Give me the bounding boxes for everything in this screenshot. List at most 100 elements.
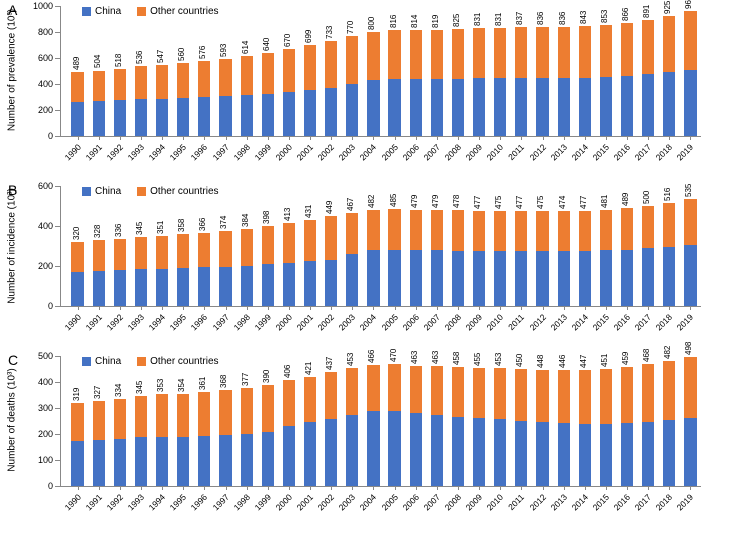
bar-total-label: 453 <box>347 353 355 366</box>
bar-group: 374 <box>219 231 231 306</box>
bar-total-label: 481 <box>601 194 609 207</box>
bar-group: 477 <box>473 211 485 306</box>
bar-segment-other <box>114 399 126 439</box>
bar-segment-other <box>621 23 633 76</box>
bar-segment-other <box>367 32 379 80</box>
bar-segment-china <box>241 434 253 486</box>
bar-group: 640 <box>262 53 274 136</box>
bar-total-label: 446 <box>559 355 567 368</box>
bar-segment-china <box>156 269 168 306</box>
bar-segment-china <box>367 411 379 486</box>
bar-group: 481 <box>600 210 612 306</box>
panel-B-ylabel: Number of incidence (10³) <box>7 188 18 304</box>
bar-group: 377 <box>241 388 253 486</box>
bar-segment-china <box>558 251 570 306</box>
bar-segment-other <box>515 211 527 251</box>
bar-segment-other <box>325 372 337 419</box>
bar-group: 814 <box>410 30 422 136</box>
bar-segment-china <box>473 418 485 486</box>
bar-total-label: 327 <box>94 386 102 399</box>
bar-group: 770 <box>346 36 358 136</box>
bar-segment-china <box>388 79 400 136</box>
bar-total-label: 354 <box>178 379 186 392</box>
bar-total-label: 437 <box>326 357 334 370</box>
bar-segment-other <box>219 231 231 266</box>
bar-segment-other <box>558 370 570 423</box>
bar-segment-china <box>579 424 591 486</box>
bar-segment-other <box>219 390 231 434</box>
bar-segment-china <box>135 437 147 486</box>
bar-group: 482 <box>663 361 675 486</box>
bar-segment-china <box>198 267 210 306</box>
bar-group: 384 <box>241 229 253 306</box>
bar-total-label: 398 <box>263 211 271 224</box>
bar-segment-other <box>684 199 696 245</box>
bar-total-label: 345 <box>136 381 144 394</box>
bar-segment-other <box>304 220 316 262</box>
bar-group: 866 <box>621 23 633 136</box>
bar-total-label: 816 <box>390 15 398 28</box>
bar-segment-china <box>494 419 506 486</box>
bar-group: 500 <box>642 206 654 306</box>
bar-group: 319 <box>71 403 83 486</box>
bar-total-label: 374 <box>220 216 228 229</box>
bar-total-label: 474 <box>559 196 567 209</box>
ytick-label: 200 <box>38 105 61 115</box>
bar-segment-other <box>304 45 316 90</box>
bar-segment-other <box>241 229 253 265</box>
bar-segment-china <box>663 420 675 486</box>
bar-segment-china <box>198 97 210 136</box>
bar-group: 446 <box>558 370 570 486</box>
bar-segment-china <box>663 72 675 136</box>
bar-total-label: 891 <box>643 5 651 18</box>
bar-segment-china <box>283 263 295 306</box>
ytick-label: 0 <box>48 131 61 141</box>
bar-segment-china <box>93 440 105 486</box>
panel-C: C China Other countries Number of deaths… <box>0 350 735 559</box>
bar-segment-china <box>388 250 400 306</box>
bar-total-label: 699 <box>305 30 313 43</box>
bar-segment-other <box>177 63 189 98</box>
bar-group: 535 <box>684 199 696 306</box>
ytick-label: 600 <box>38 53 61 63</box>
bar-segment-china <box>663 247 675 306</box>
bar-total-label: 576 <box>199 46 207 59</box>
bar-segment-china <box>388 411 400 486</box>
bar-segment-china <box>642 422 654 486</box>
bar-group: 463 <box>431 366 443 486</box>
bar-segment-other <box>241 56 253 95</box>
bar-group: 614 <box>241 56 253 136</box>
bar-segment-other <box>410 210 422 250</box>
bar-segment-china <box>431 250 443 306</box>
bar-segment-china <box>177 437 189 486</box>
bar-segment-china <box>241 266 253 306</box>
bar-segment-other <box>283 380 295 426</box>
bar-group: 390 <box>262 385 274 486</box>
bar-segment-china <box>325 260 337 306</box>
bar-segment-other <box>558 211 570 251</box>
bar-segment-other <box>410 30 422 79</box>
bar-group: 459 <box>621 367 633 486</box>
bar-group: 328 <box>93 240 105 306</box>
bar-total-label: 498 <box>685 341 693 354</box>
bar-total-label: 463 <box>432 350 440 363</box>
bar-total-label: 358 <box>178 219 186 232</box>
bar-segment-other <box>388 364 400 411</box>
bar-total-label: 535 <box>685 184 693 197</box>
panel-A-plot: 0200400600800100048919905041991518199253… <box>60 6 701 137</box>
bar-segment-other <box>600 210 612 251</box>
bar-total-label: 831 <box>474 13 482 26</box>
bar-segment-other <box>663 203 675 247</box>
bar-segment-other <box>93 401 105 440</box>
bar-total-label: 825 <box>453 13 461 26</box>
bar-group: 576 <box>198 61 210 136</box>
bar-total-label: 831 <box>495 13 503 26</box>
bar-total-label: 447 <box>580 354 588 367</box>
bar-total-label: 345 <box>136 222 144 235</box>
bar-group: 453 <box>494 368 506 486</box>
bar-segment-other <box>494 28 506 78</box>
bar-group: 406 <box>283 380 295 486</box>
bar-group: 354 <box>177 394 189 486</box>
panel-C-ylabel: Number of deaths (10³) <box>7 368 18 471</box>
bar-group: 560 <box>177 63 189 136</box>
